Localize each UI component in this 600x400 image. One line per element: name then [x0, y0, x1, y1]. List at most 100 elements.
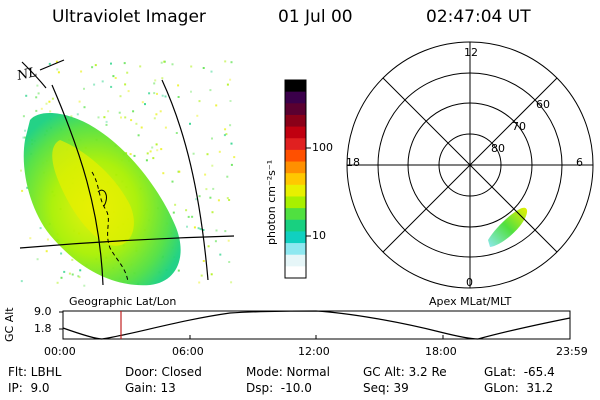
noise-speckle	[24, 129, 27, 132]
noise-speckle	[230, 163, 233, 166]
noise-speckle	[124, 83, 127, 86]
noise-speckle	[153, 92, 156, 95]
mlt-label-bottom: 0	[466, 276, 473, 289]
colorbar-segment	[285, 219, 306, 233]
noise-speckle	[21, 189, 24, 192]
noise-speckle	[177, 84, 180, 87]
noise-speckle	[156, 149, 159, 152]
noise-speckle	[80, 70, 83, 73]
colorbar	[284, 79, 311, 279]
noise-speckle	[56, 68, 59, 71]
noise-speckle	[195, 198, 198, 201]
date-label: 01 Jul 00	[278, 7, 353, 27]
noise-speckle	[153, 82, 156, 85]
info-door: Door: Closed	[125, 365, 202, 379]
colorbar-segment	[285, 138, 306, 151]
noise-speckle	[125, 152, 128, 155]
noise-speckle	[171, 180, 174, 183]
mlt-label-right: 6	[576, 156, 583, 169]
noise-speckle	[156, 92, 158, 95]
noise-speckle	[209, 196, 212, 199]
noise-speckle	[229, 100, 232, 102]
altitude-xtick: 18:00	[425, 345, 457, 358]
noise-speckle	[202, 229, 205, 231]
coastline	[91, 171, 129, 283]
noise-speckle	[101, 80, 104, 83]
lat-label-70: 70	[512, 120, 526, 133]
noise-speckle	[76, 113, 79, 116]
noise-speckle	[36, 84, 39, 87]
noise-speckle	[129, 153, 132, 156]
noise-speckle	[210, 70, 213, 73]
colorbar-gradient	[285, 80, 306, 279]
noise-speckle	[186, 225, 188, 228]
colorbar-segment	[285, 91, 306, 104]
altitude-xtick: 23:59	[556, 345, 588, 358]
noise-speckle	[214, 240, 217, 243]
coastline	[97, 189, 107, 207]
noise-speckle	[119, 95, 122, 98]
noise-speckle	[71, 273, 74, 276]
noise-speckle	[110, 62, 112, 65]
meridian-line	[161, 79, 209, 281]
noise-speckle	[209, 89, 212, 92]
noise-speckle	[215, 104, 218, 107]
noise-speckle	[164, 95, 167, 98]
noise-speckle	[118, 111, 121, 114]
noise-speckle	[55, 60, 58, 63]
noise-speckle	[22, 136, 25, 139]
noise-speckle	[25, 94, 28, 97]
noise-speckle	[126, 71, 129, 74]
noise-speckle	[210, 273, 213, 276]
noise-speckle	[228, 199, 231, 201]
noise-speckle	[206, 153, 209, 156]
altitude-curve	[62, 310, 571, 340]
noise-speckle	[91, 66, 94, 69]
noise-speckle	[207, 245, 210, 248]
colorbar-segment	[285, 266, 306, 279]
noise-speckle	[190, 65, 193, 68]
noise-speckle	[48, 62, 51, 65]
altitude-xtick: 00:00	[44, 345, 76, 358]
noise-speckle	[29, 237, 32, 240]
noise-speckle	[24, 136, 27, 139]
info-seq: Seq: 39	[363, 381, 409, 395]
noise-speckle	[215, 229, 218, 232]
noise-speckle	[130, 119, 133, 122]
auroral-oval	[488, 207, 528, 247]
colorbar-axis-label: photon cm⁻²s⁻¹	[265, 159, 278, 245]
noise-speckle	[57, 71, 60, 74]
meridian-line	[39, 59, 65, 71]
noise-speckle	[35, 96, 38, 99]
noise-speckle	[211, 164, 214, 167]
noise-speckle	[112, 75, 115, 78]
altitude-ytick: 9.0	[34, 305, 52, 318]
parallel-line	[19, 235, 235, 249]
noise-speckle	[223, 134, 226, 137]
noise-speckle	[36, 258, 39, 261]
noise-speckle	[110, 85, 113, 88]
noise-speckle	[198, 281, 201, 284]
noise-speckle	[148, 92, 151, 95]
noise-speckle	[192, 152, 195, 155]
noise-speckle	[48, 100, 51, 103]
noise-speckle	[155, 143, 158, 146]
noise-speckle	[226, 83, 229, 86]
noise-speckle	[161, 77, 164, 80]
noise-speckle	[172, 211, 175, 214]
noise-speckle	[132, 110, 135, 113]
noise-speckle	[105, 123, 108, 126]
colorbar-segment	[285, 126, 306, 139]
noise-speckle	[202, 67, 205, 69]
noise-speckle	[163, 60, 165, 63]
noise-speckle	[190, 90, 192, 93]
noise-speckle	[97, 116, 100, 119]
noise-speckle	[160, 148, 163, 151]
noise-speckle	[152, 157, 155, 160]
noise-speckle	[103, 116, 106, 119]
noise-speckle	[83, 106, 86, 109]
noise-speckle	[77, 275, 80, 278]
colorbar-segment	[285, 103, 306, 116]
noise-speckle	[230, 281, 233, 284]
